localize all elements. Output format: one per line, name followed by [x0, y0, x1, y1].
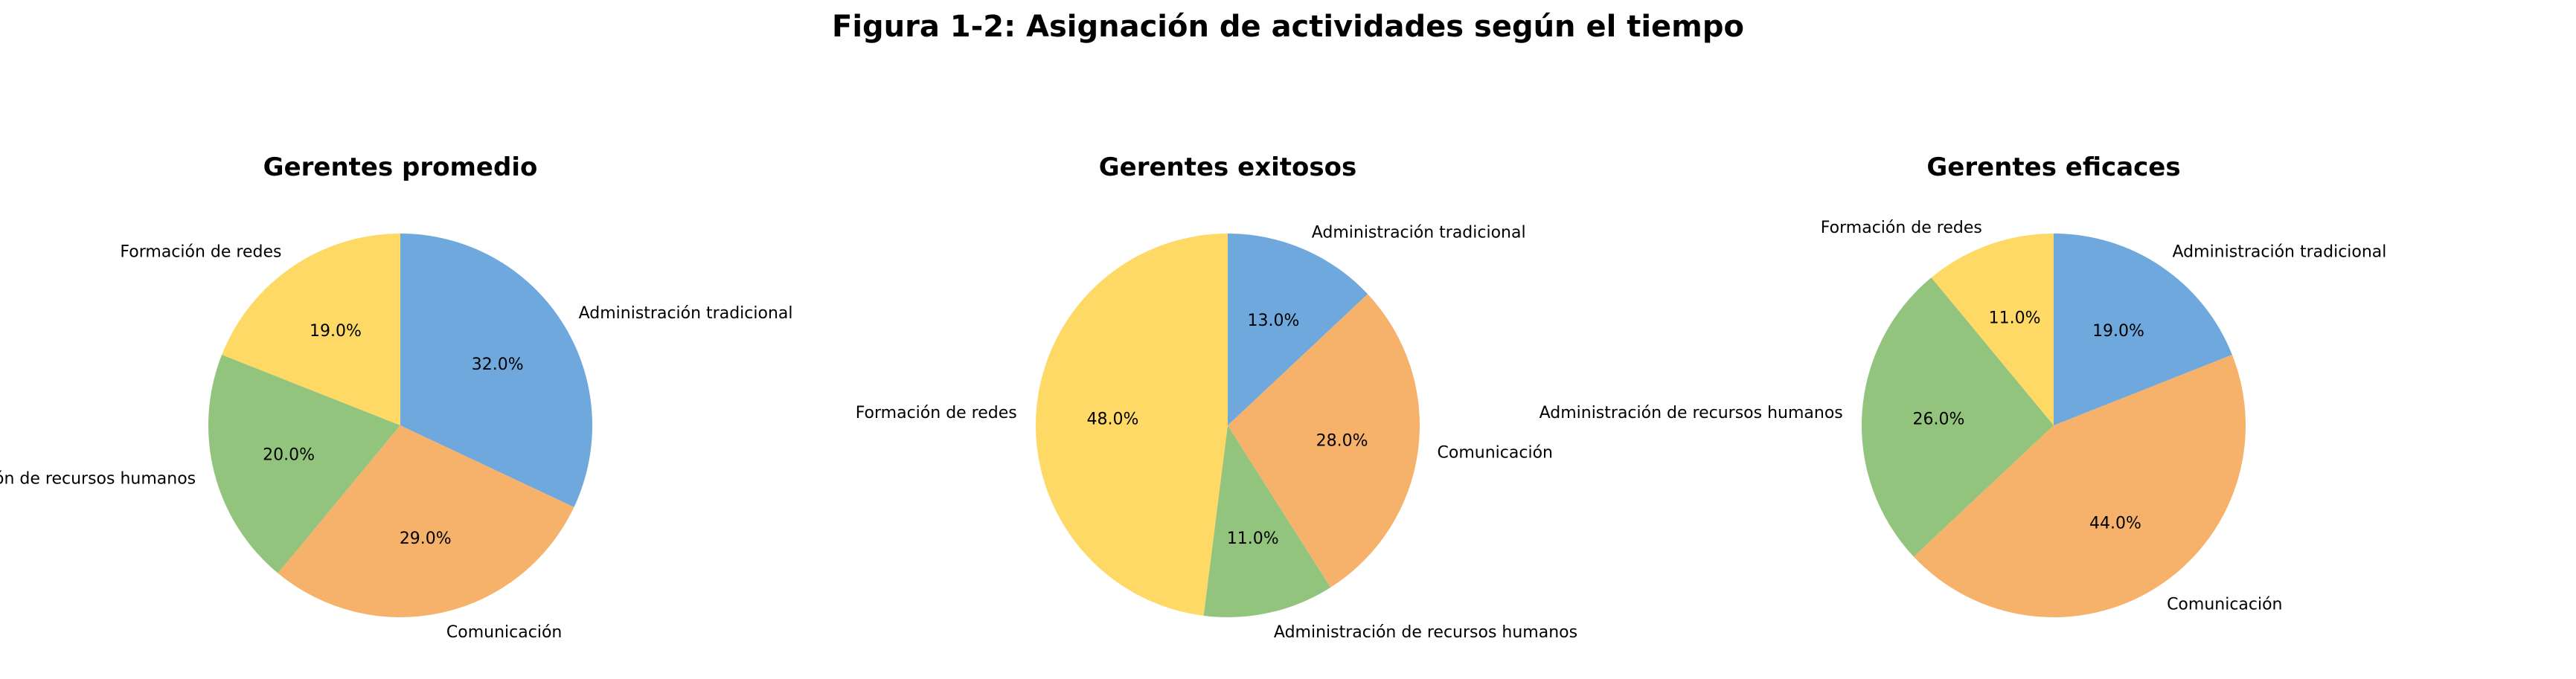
pie-percent-label: 19.0%: [2092, 322, 2144, 341]
pie-slice: [1861, 277, 2054, 557]
pie-chart-1: Gerentes promedio 19.0% Formación de redes…: [0, 152, 793, 642]
pie-slice: [1913, 355, 2246, 618]
pie-slice-label: Administración de recursos humanos: [1539, 404, 1843, 422]
pie-slice-label: Formación de redes: [1821, 219, 1982, 237]
pie-slice: [222, 234, 400, 425]
pie-slice-label: Formación de redes: [856, 404, 1017, 422]
pie-slice: [1228, 234, 1368, 425]
pie-slice: [1203, 425, 1331, 617]
pie-percent-label: 28.0%: [1316, 431, 1368, 450]
pie-slice-label: Administración tradicional: [579, 304, 793, 323]
pie-slice-label: Comunicación: [2167, 596, 2282, 614]
pie-slice: [1036, 234, 1228, 616]
pie-slice: [278, 425, 574, 617]
pie-percent-label: 19.0%: [310, 322, 362, 341]
pie-title: Gerentes exitosos: [1099, 152, 1356, 182]
pie-percent-label: 48.0%: [1087, 410, 1139, 428]
pie-slice-label: Comunicación: [1438, 444, 1553, 463]
pie-slice: [208, 355, 400, 573]
pie-title: Gerentes eficaces: [1926, 152, 2180, 182]
pie-slice: [1931, 234, 2054, 425]
pie-slice: [400, 234, 592, 507]
pie-slice: [1228, 294, 1420, 588]
pie-percent-label: 32.0%: [472, 355, 524, 374]
pie-slice-label: Administración tradicional: [1312, 224, 1526, 242]
pie-percent-label: 26.0%: [1913, 410, 1965, 428]
pie-chart-2: Gerentes exitosos 48.0% Formación de redes…: [856, 152, 1577, 642]
pie-title: Gerentes promedio: [263, 152, 538, 182]
pie-percent-label: 44.0%: [2089, 515, 2141, 533]
pie-slice-label: Formación de redes: [120, 242, 281, 261]
pie-slice-label: Comunicación: [446, 623, 562, 642]
pie-slice: [2054, 234, 2232, 425]
figure-title: Figura 1-2: Asignación de actividades se…: [832, 10, 1744, 44]
pie-slice-label: Administración tradicional: [2173, 242, 2387, 261]
pie-percent-label: 13.0%: [1248, 312, 1300, 330]
pie-chart-3: Gerentes eficaces 11.0% Formación de redes…: [1539, 152, 2387, 618]
pie-percent-label: 20.0%: [263, 445, 315, 464]
pie-slice-label: Administración de recursos humanos: [0, 470, 196, 489]
pie-percent-label: 29.0%: [400, 530, 452, 548]
pie-percent-label: 11.0%: [1227, 530, 1279, 548]
pie-percent-label: 11.0%: [1989, 309, 2041, 327]
pie-slice-label: Administración de recursos humanos: [1274, 623, 1577, 642]
